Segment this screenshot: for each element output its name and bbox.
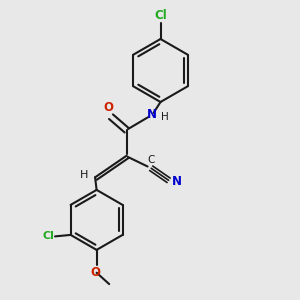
Text: N: N: [172, 175, 182, 188]
Text: Cl: Cl: [42, 231, 54, 241]
Text: C: C: [148, 155, 155, 165]
Text: O: O: [90, 266, 100, 279]
Text: H: H: [80, 170, 88, 180]
Text: N: N: [147, 108, 157, 121]
Text: Cl: Cl: [154, 9, 167, 22]
Text: O: O: [103, 101, 114, 114]
Text: H: H: [160, 112, 168, 122]
